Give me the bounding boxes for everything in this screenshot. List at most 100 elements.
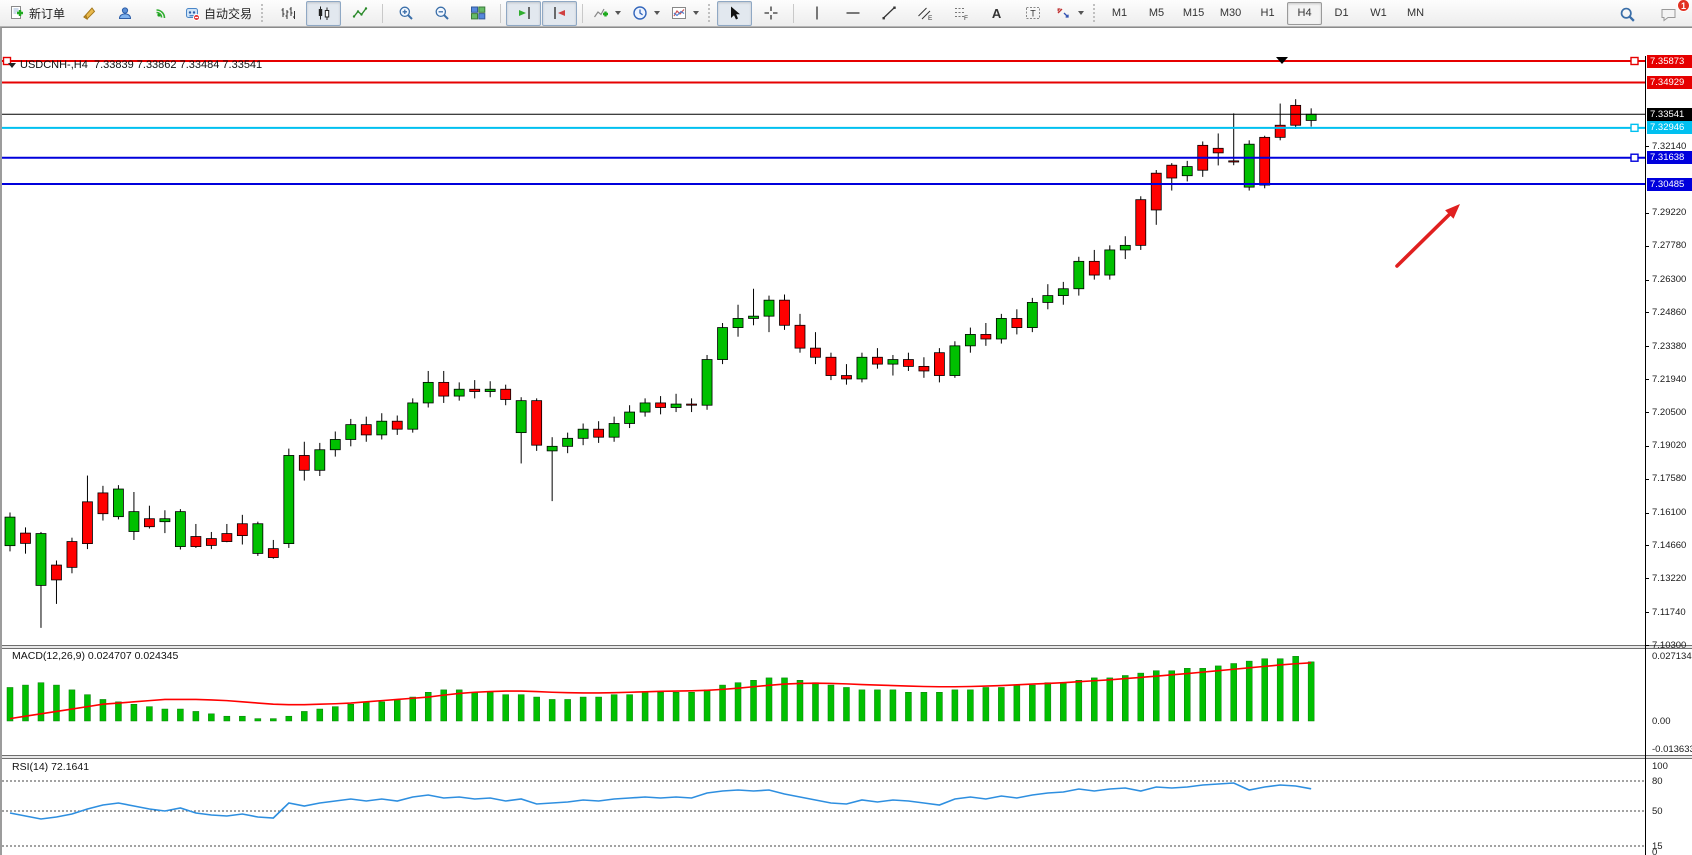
- bar-chart-button[interactable]: [270, 1, 305, 26]
- dropdown-caret-icon: [693, 11, 700, 15]
- bullish-candle: [159, 518, 171, 523]
- fibonacci-tool-button[interactable]: F: [943, 1, 978, 26]
- signals-icon: [153, 5, 169, 21]
- ducat-button[interactable]: [71, 1, 106, 26]
- crosshair-tool-button[interactable]: [753, 1, 788, 26]
- crosshair-icon: [763, 5, 779, 21]
- bullish-candle: [35, 533, 47, 586]
- panel-separator[interactable]: [2, 755, 1692, 759]
- line-select-handle[interactable]: [2, 56, 12, 66]
- bullish-candle: [577, 428, 589, 439]
- bearish-candle: [1259, 136, 1271, 186]
- axis-tick: [1645, 645, 1649, 646]
- zoom-in-button[interactable]: [388, 1, 423, 26]
- macd-axis-label: 0.00: [1652, 715, 1671, 727]
- bearish-candle: [298, 455, 310, 471]
- toolbar-drag-handle[interactable]: [261, 4, 266, 22]
- bearish-candle: [205, 538, 217, 546]
- timeframe-button-M1[interactable]: M1: [1111, 7, 1128, 19]
- timeframe-button-MN[interactable]: MN: [1406, 7, 1425, 19]
- rsi-axis-label: 15: [1652, 840, 1663, 852]
- clock-icon: [632, 5, 648, 21]
- gold-ducat-icon: [81, 5, 97, 21]
- bullish-candle: [484, 388, 496, 392]
- bullish-candle: [701, 359, 713, 406]
- text-label-tool-button[interactable]: T: [1015, 1, 1050, 26]
- line-chart-button[interactable]: [342, 1, 377, 26]
- chart-shift-marker[interactable]: [1276, 57, 1288, 64]
- trendline-tool-button[interactable]: [871, 1, 906, 26]
- timeframe-button-M5[interactable]: M5: [1148, 7, 1165, 19]
- timeframe-button-D1[interactable]: D1: [1334, 7, 1349, 19]
- timeframe-button-W1[interactable]: W1: [1370, 7, 1387, 19]
- price-axis-label: 7.17580: [1652, 473, 1687, 485]
- price-axis-label: 7.21940: [1652, 373, 1687, 385]
- svg-text:F: F: [964, 15, 968, 21]
- line-select-handle[interactable]: [1630, 56, 1639, 66]
- notifications-button[interactable]: 1: [1651, 0, 1690, 27]
- autotrading-label: 自动交易: [204, 6, 253, 21]
- arrows-tool-button[interactable]: [1051, 1, 1089, 26]
- signals-button[interactable]: [143, 1, 178, 26]
- line-select-handle[interactable]: [1630, 153, 1639, 162]
- candlestick-series: [4, 99, 1317, 628]
- axis-tick: [1645, 146, 1649, 148]
- dropdown-caret-icon: [615, 11, 622, 15]
- new-order-button[interactable]: 新订单: [4, 1, 70, 26]
- timeframe-button-H1[interactable]: H1: [1260, 7, 1275, 19]
- macd-canvas[interactable]: [2, 649, 1645, 755]
- dropdown-caret-icon: [1078, 11, 1085, 15]
- bullish-candle: [887, 359, 899, 365]
- toolbar-drag-handle[interactable]: [708, 4, 713, 22]
- bearish-candle: [360, 424, 372, 436]
- auto-scroll-button[interactable]: [506, 0, 542, 26]
- axis-tick: [1645, 612, 1649, 614]
- equidistant-channel-tool-button[interactable]: E: [907, 1, 942, 26]
- bullish-candle: [1243, 143, 1255, 188]
- chart-symbol-title: USDCNH-,H4 7.33839 7.33862 7.33484 7.335…: [20, 59, 263, 71]
- bearish-candle: [82, 501, 93, 545]
- text-tool-button[interactable]: A: [979, 1, 1014, 26]
- toolbar-separator: [382, 3, 384, 23]
- search-icon: [1619, 6, 1636, 23]
- search-button[interactable]: [1610, 2, 1645, 27]
- cursor-tool-button[interactable]: [717, 0, 753, 26]
- bullish-candle: [515, 400, 527, 434]
- horizontal-line-tool-button[interactable]: [835, 1, 870, 26]
- tile-windows-button[interactable]: [460, 1, 495, 26]
- bullish-candle: [1073, 260, 1085, 290]
- timeframe-button-M15[interactable]: M15: [1182, 7, 1205, 19]
- indicators-button[interactable]: [588, 1, 626, 26]
- chart-shift-button[interactable]: [542, 0, 578, 26]
- price-axis-line: [1645, 56, 1646, 855]
- axis-tick: [1645, 478, 1649, 480]
- trend-arrow-annotation[interactable]: [1395, 200, 1464, 268]
- price-chart-canvas[interactable]: [2, 56, 1645, 645]
- macd-signal-line: [9, 661, 1312, 720]
- timeframe-button-M30[interactable]: M30: [1219, 7, 1242, 19]
- timeframe-button-H4[interactable]: H4: [1287, 1, 1323, 25]
- bullish-candle: [1042, 295, 1054, 303]
- toolbar-drag-handle[interactable]: [1093, 4, 1098, 22]
- price-tag: 7.30485: [1647, 177, 1692, 191]
- axis-tick: [1645, 346, 1649, 348]
- price-axis-label: 7.20500: [1652, 406, 1687, 418]
- indicators-icon: [593, 5, 609, 21]
- axis-tick: [1645, 212, 1649, 214]
- community-button[interactable]: [107, 1, 142, 26]
- panel-separator[interactable]: [2, 645, 1692, 649]
- zoom-out-button[interactable]: [424, 1, 459, 26]
- chart-shift-icon: [552, 5, 568, 21]
- bullish-candle: [376, 420, 388, 436]
- line-select-handle[interactable]: [1630, 123, 1639, 133]
- symbol-dropdown-icon[interactable]: [8, 63, 16, 68]
- candlestick-chart-button[interactable]: [306, 0, 342, 26]
- templates-button[interactable]: [666, 1, 704, 26]
- periods-button[interactable]: [627, 1, 665, 26]
- price-axis-label: 7.14660: [1652, 539, 1687, 551]
- rsi-canvas[interactable]: [2, 759, 1645, 855]
- autotrading-button[interactable]: 自动交易: [179, 1, 257, 26]
- vertical-line-tool-button[interactable]: [799, 1, 834, 26]
- bullish-candle: [4, 516, 16, 547]
- autotrading-robot-icon: [184, 5, 201, 21]
